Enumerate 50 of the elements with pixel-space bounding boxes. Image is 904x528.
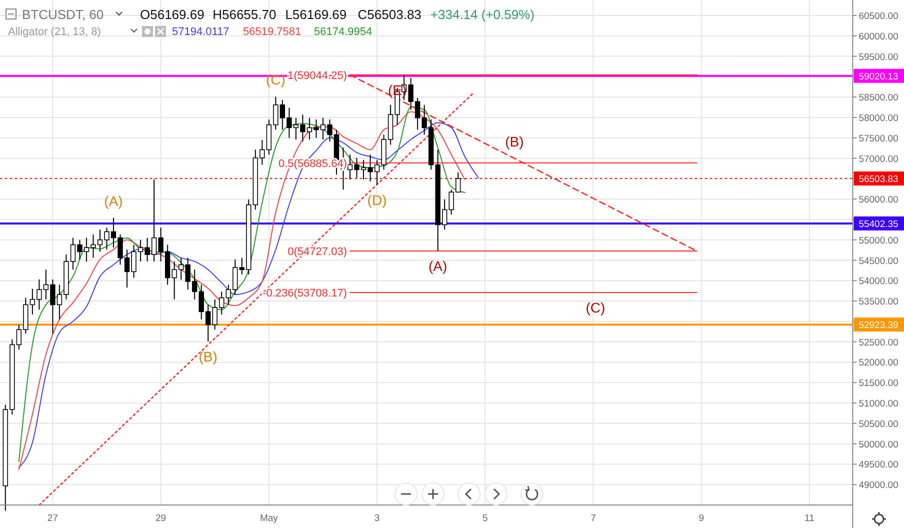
y-tick-label: 58000.00 bbox=[858, 112, 898, 124]
y-tick-label: 60500.00 bbox=[858, 11, 898, 22]
annotation: Alligator (21, 13, 8) bbox=[8, 26, 101, 38]
series-label: -0.236(53708.17) bbox=[262, 288, 347, 300]
y-tick-label: 53500.00 bbox=[858, 296, 898, 308]
y-tick-label: 54000.00 bbox=[858, 276, 898, 288]
x-tick-label: 27 bbox=[47, 513, 58, 524]
ref-line-label: 56503.83 bbox=[858, 174, 898, 186]
y-tick-label: 55000.00 bbox=[858, 235, 898, 246]
y-tick-label: 60000.00 bbox=[858, 31, 898, 42]
x-tick-label: 11 bbox=[804, 513, 814, 524]
ref-line-label: 59020.13 bbox=[858, 71, 898, 82]
y-tick-label: 58500.00 bbox=[858, 92, 898, 104]
y-tick-label: 51000.00 bbox=[858, 398, 898, 410]
y-tick-label: 49500.00 bbox=[858, 460, 898, 471]
y-tick-label: 56000.00 bbox=[858, 194, 898, 206]
annotation: (A) bbox=[428, 258, 448, 274]
annotation: (C) bbox=[586, 300, 606, 316]
annotation: +334.14 (+0.59%) bbox=[430, 7, 534, 22]
annotation: L56169.69 bbox=[285, 7, 347, 22]
annotation: 56519.7581 bbox=[243, 26, 302, 38]
annotation: (A) bbox=[104, 192, 123, 209]
annotation: (B) bbox=[198, 348, 218, 364]
annotation: H56655.70 bbox=[212, 7, 276, 22]
ref-line-label: 55402.35 bbox=[858, 218, 898, 230]
y-tick-label: 57000.00 bbox=[858, 154, 898, 165]
y-tick-label: 49000.00 bbox=[858, 480, 898, 492]
y-tick-label: 51500.00 bbox=[858, 378, 898, 390]
x-tick-label: 29 bbox=[156, 513, 166, 524]
x-tick-label: 9 bbox=[698, 513, 704, 524]
y-tick-label: 52000.00 bbox=[858, 358, 898, 369]
y-tick-label: 50500.00 bbox=[858, 418, 898, 430]
annotation: 56174.9954 bbox=[314, 26, 372, 38]
text: BTCUSDT, 60 bbox=[22, 7, 104, 22]
annotation: (D) bbox=[367, 192, 387, 208]
x-tick-label: May bbox=[260, 513, 278, 524]
annotation: O56169.69 bbox=[140, 7, 204, 22]
x-tick-label: 7 bbox=[590, 513, 596, 524]
y-tick-label: 52500.00 bbox=[858, 337, 898, 348]
annotation: C56503.83 bbox=[358, 7, 422, 22]
annotation: 57194.0117 bbox=[172, 26, 230, 38]
x-tick-label: 3 bbox=[374, 513, 380, 524]
y-tick-label: 57500.00 bbox=[858, 133, 898, 144]
series-label: 0(54727.03) bbox=[288, 246, 347, 258]
y-tick-label: 59500.00 bbox=[858, 52, 898, 63]
y-tick-label: 54500.00 bbox=[858, 256, 898, 267]
annotation: (B) bbox=[505, 133, 524, 150]
ref-line-label: 52923.39 bbox=[858, 320, 898, 332]
x-tick-label: 5 bbox=[482, 513, 488, 524]
y-tick-label: 50000.00 bbox=[858, 439, 898, 450]
